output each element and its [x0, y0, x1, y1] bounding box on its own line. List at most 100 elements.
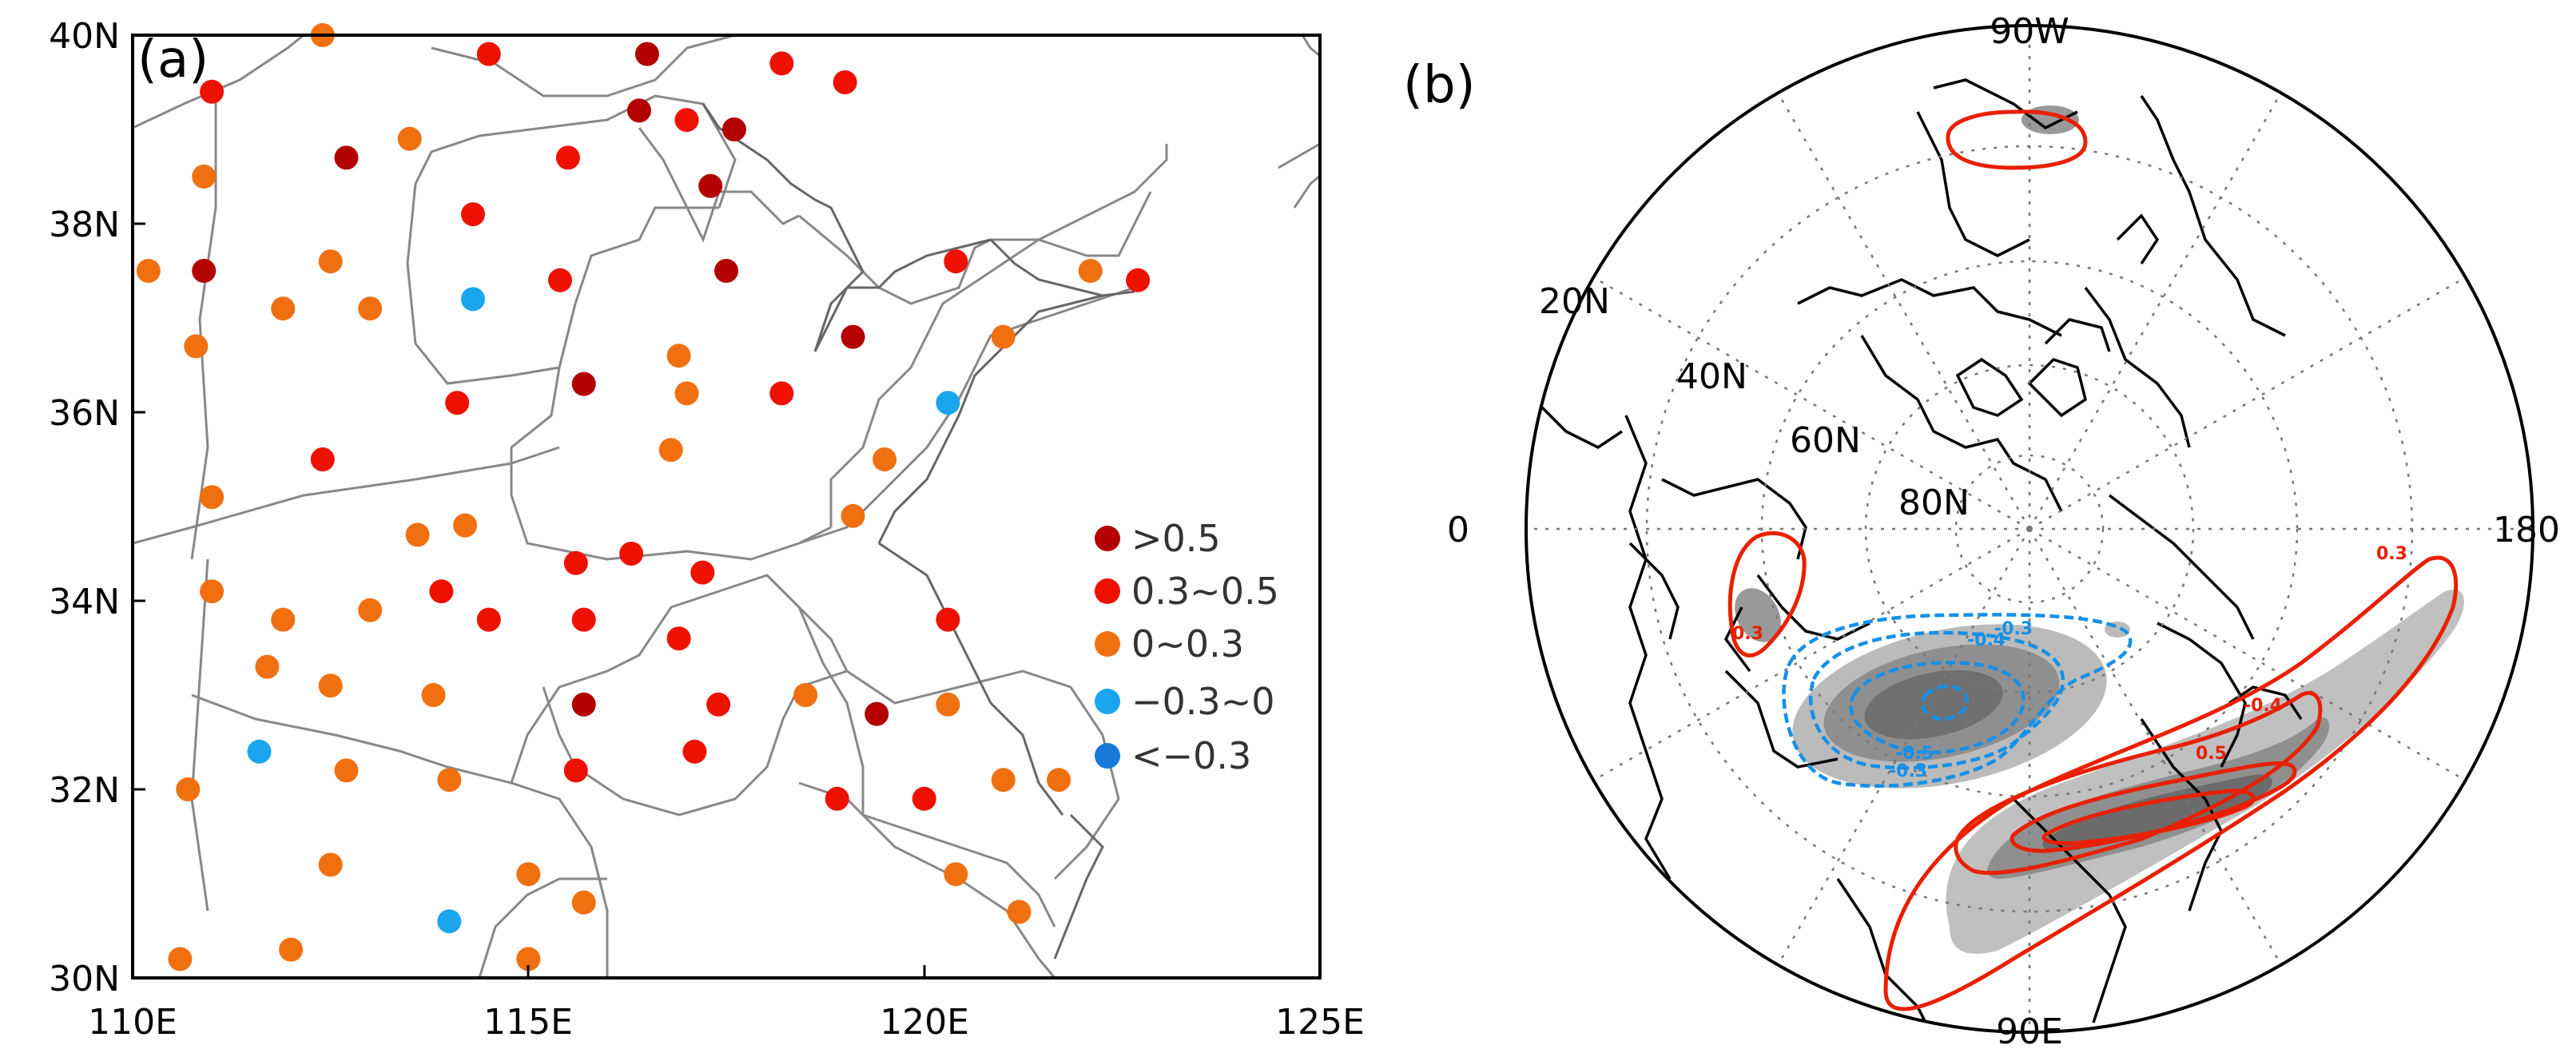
contour-label-6: -0.5: [1895, 744, 1934, 764]
contour-label-4: -0.3: [1994, 619, 2033, 639]
station-marker: [936, 391, 960, 415]
negative-contours: [1782, 613, 2133, 788]
station-marker: [334, 145, 359, 170]
station-marker: [944, 249, 968, 274]
legend-label-gt05: >0.5: [1131, 517, 1221, 560]
station-marker: [255, 654, 280, 679]
station-marker: [936, 692, 960, 717]
lon-label-180: 180: [2493, 510, 2560, 550]
x-tick-110e: 110E: [88, 1002, 177, 1043]
station-marker: [318, 674, 343, 698]
station-marker: [200, 579, 225, 604]
legend-swatch-gt05: [1095, 526, 1120, 551]
station-marker: [833, 70, 857, 94]
positive-contours: [1727, 109, 2459, 1011]
panel-a-label: (a): [137, 30, 209, 89]
station-marker: [358, 296, 383, 321]
coastlines: [1532, 78, 2303, 1032]
station-marker: [461, 287, 485, 312]
contour-label-2: -0.4: [2244, 696, 2282, 716]
station-marker: [318, 249, 343, 274]
legend-label-neg03-0: −0.3~0: [1131, 680, 1275, 723]
station-marker: [619, 542, 644, 566]
station-marker: [437, 768, 462, 793]
legend-label-lt-neg03: <−0.3: [1131, 734, 1251, 777]
y-tick-38n: 38N: [49, 205, 120, 245]
station-marker: [310, 447, 335, 471]
station-marker: [682, 739, 707, 764]
station-marker: [200, 485, 225, 510]
station-marker: [825, 786, 849, 811]
x-tick-120e: 120E: [880, 1002, 969, 1043]
station-marker: [769, 381, 794, 406]
station-marker: [571, 372, 596, 396]
station-marker: [192, 165, 217, 189]
station-marker: [461, 202, 485, 227]
contour-label-3: 0.5: [2196, 744, 2227, 764]
station-marker: [405, 523, 430, 547]
station-marker: [634, 42, 659, 66]
station-marker: [192, 259, 217, 283]
station-marker: [200, 79, 225, 104]
lat-label-60n: 60N: [1790, 420, 1861, 461]
station-marker: [991, 324, 1016, 349]
station-marker: [176, 777, 201, 801]
station-marker: [271, 607, 296, 632]
panel-a-map: 110E 115E 120E 125E 30N 32N 34N 36N 38N …: [49, 16, 1365, 1043]
station-marker: [1007, 900, 1032, 924]
y-tick-34n: 34N: [49, 582, 120, 622]
station-marker: [666, 344, 691, 368]
y-tick-30n: 30N: [49, 959, 120, 999]
contour-labels: 0.3 0.3 -0.4 0.5 -0.3 -0.4 -0.5 -0.3: [1732, 544, 2407, 781]
legend-label-03-05: 0.3~0.5: [1131, 570, 1279, 613]
station-marker: [445, 391, 470, 415]
lat-label-40n: 40N: [1676, 356, 1747, 397]
station-marker: [793, 683, 818, 707]
contour-label-0: 0.3: [1732, 624, 1763, 644]
station-marker: [722, 117, 746, 141]
station-marker: [1047, 768, 1071, 793]
station-marker: [991, 768, 1016, 793]
panel-a-ticks: [131, 34, 1322, 980]
x-tick-125e: 125E: [1275, 1002, 1365, 1043]
station-markers: [136, 23, 1151, 972]
station-marker: [168, 947, 193, 972]
station-marker: [279, 937, 304, 962]
lon-label-0: 0: [1447, 510, 1469, 550]
station-marker: [429, 579, 454, 604]
station-marker: [247, 739, 272, 764]
station-marker: [555, 145, 580, 170]
station-marker: [548, 268, 572, 292]
contour-label-7: -0.3: [1889, 761, 1927, 781]
station-marker: [936, 607, 960, 632]
station-marker: [516, 862, 541, 887]
station-marker: [627, 98, 651, 123]
station-marker: [453, 513, 478, 538]
polar-boundary: [1525, 24, 2534, 1034]
lat-label-20n: 20N: [1539, 281, 1610, 322]
legend: >0.5 0.3~0.5 0~0.3 −0.3~0 <−0.3: [1095, 517, 1279, 777]
station-marker: [397, 126, 422, 151]
panel-a-frame-bg: [133, 35, 1320, 978]
station-marker: [476, 607, 501, 632]
station-marker: [674, 381, 699, 406]
station-marker: [516, 947, 541, 972]
station-marker: [563, 550, 588, 575]
station-marker: [690, 560, 715, 585]
station-marker: [318, 852, 343, 877]
station-marker: [769, 51, 794, 76]
station-marker: [1126, 268, 1151, 292]
station-marker: [841, 503, 865, 528]
station-marker: [184, 334, 209, 359]
station-marker: [873, 447, 897, 471]
station-marker: [674, 108, 699, 133]
station-marker: [421, 683, 446, 707]
lon-label-90w: 90W: [1990, 11, 2069, 52]
legend-swatch-03-05: [1095, 578, 1120, 604]
station-marker: [437, 909, 462, 934]
station-marker: [1078, 259, 1103, 283]
station-marker: [841, 324, 865, 349]
station-marker: [136, 259, 161, 283]
legend-swatch-lt-neg03: [1095, 743, 1120, 769]
